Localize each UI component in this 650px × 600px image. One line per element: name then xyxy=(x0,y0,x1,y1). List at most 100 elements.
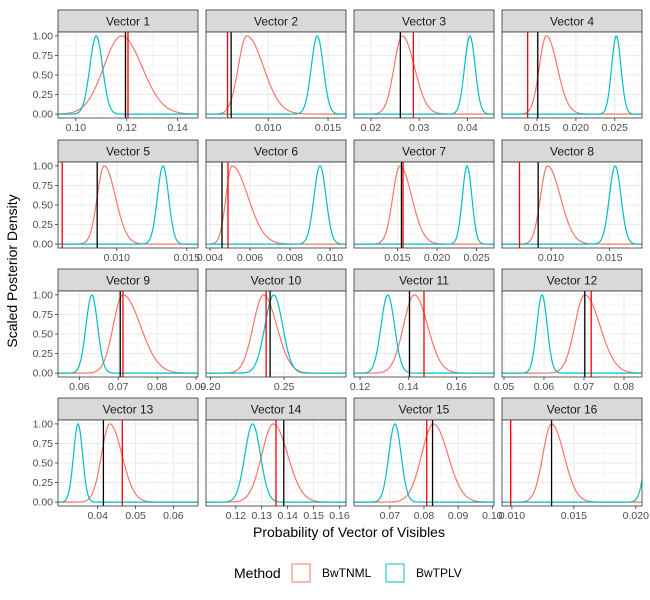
panel-border xyxy=(205,290,347,378)
density-curve-bwtnml xyxy=(502,35,642,115)
facet-strip-label: Vector 1 xyxy=(106,15,150,29)
x-tick-label: 0.12 xyxy=(117,122,138,134)
panel-vector-6: Vector 6 0.004 0.006 0.008 0.010 xyxy=(197,139,347,264)
y-tick-label: 0.75 xyxy=(33,50,54,62)
density-curve-bwtnml xyxy=(206,35,346,115)
panel-vector-13: Vector 13 0.04 0.05 0.06 0.00 0.25 0.50 0.75 1.0… xyxy=(33,397,199,522)
x-tick-label: 0.13 xyxy=(252,510,273,522)
facet-strip-label: Vector 6 xyxy=(254,145,298,159)
facet-strip-label: Vector 15 xyxy=(399,403,450,417)
x-tick-label: 0.02 xyxy=(361,122,382,134)
x-tick-label: 0.04 xyxy=(88,510,109,522)
x-tick-label: 0.015 xyxy=(174,252,200,264)
facet-strip-label: Vector 12 xyxy=(547,274,598,288)
density-curve-bwtplv xyxy=(502,35,642,115)
panel-vector-12: Vector 12 0.05 0.06 0.07 0.08 xyxy=(494,268,643,393)
panel-vector-9: Vector 9 0.06 0.07 0.08 0.09 0.00 0.25 0.50 0.75… xyxy=(33,268,206,393)
x-tick-label: 0.020 xyxy=(424,252,450,264)
y-tick-label: 0.00 xyxy=(33,368,54,380)
panel-vector-4: Vector 4 0.015 0.020 0.025 xyxy=(501,9,643,134)
facet-strip-label: Vector 4 xyxy=(550,15,594,29)
y-tick-label: 0.25 xyxy=(33,219,54,231)
x-tick-label: 0.015 xyxy=(561,510,587,522)
panel-border xyxy=(205,31,347,119)
x-tick-label: 0.07 xyxy=(108,381,129,393)
x-tick-label: 0.12 xyxy=(226,510,247,522)
x-tick-label: 0.06 xyxy=(534,381,555,393)
facet-strip-label: Vector 2 xyxy=(254,15,298,29)
y-tick-label: 0.25 xyxy=(33,348,54,360)
facet-strip-label: Vector 13 xyxy=(103,403,154,417)
panel-border xyxy=(353,31,495,119)
x-tick-label: 0.05 xyxy=(494,381,515,393)
facet-strip-label: Vector 16 xyxy=(547,403,598,417)
panel-border xyxy=(501,31,643,119)
panel-vector-7: Vector 7 0.015 0.020 0.025 xyxy=(353,139,495,264)
x-tick-label: 0.14 xyxy=(398,381,419,393)
panel-vector-16: Vector 16 0.010 0.015 0.020 xyxy=(499,397,649,522)
density-curve-bwtplv xyxy=(206,294,346,374)
x-tick-label: 0.07 xyxy=(574,381,595,393)
facet-strip-label: Vector 9 xyxy=(106,274,150,288)
panel-border xyxy=(353,290,495,378)
panel-vector-5: Vector 5 0.010 0.015 0.00 0.25 0.50 0.75 1.00 xyxy=(33,139,200,264)
x-tick-label: 0.008 xyxy=(277,252,303,264)
y-tick-label: 0.50 xyxy=(33,329,54,341)
facet-strip-label: Vector 11 xyxy=(399,274,449,288)
legend-label-bwtnml: BwTNML xyxy=(322,566,372,580)
x-tick-label: 0.010 xyxy=(317,252,343,264)
panel-vector-15: Vector 15 0.07 0.08 0.09 0.10 xyxy=(353,397,503,522)
x-axis-title: Probability of Vector of Visibles xyxy=(253,524,445,540)
x-tick-label: 0.14 xyxy=(277,510,298,522)
x-tick-label: 0.015 xyxy=(524,122,550,134)
legend: Method BwTNML BwTPLV xyxy=(234,563,462,583)
x-tick-label: 0.010 xyxy=(104,252,130,264)
x-tick-label: 0.12 xyxy=(350,381,371,393)
x-tick-label: 0.16 xyxy=(446,381,467,393)
y-tick-label: 1.00 xyxy=(33,419,54,431)
density-curve-bwtplv xyxy=(354,34,494,115)
x-tick-label: 0.15 xyxy=(303,510,324,522)
x-tick-label: 0.025 xyxy=(602,122,628,134)
panel-border xyxy=(501,290,643,378)
panel-border xyxy=(501,161,643,249)
density-curve-bwtplv xyxy=(206,35,346,115)
y-tick-label: 0.50 xyxy=(33,200,54,212)
panel-border xyxy=(205,161,347,249)
density-curve-bwtplv xyxy=(354,423,494,503)
density-curve-bwtplv xyxy=(502,293,642,374)
density-curve-bwtplv xyxy=(58,164,198,245)
density-curve-bwtnml xyxy=(206,165,346,245)
panel-vector-2: Vector 2 0.010 0.015 xyxy=(205,9,347,134)
density-curve-bwtplv xyxy=(502,165,642,245)
x-tick-label: 0.09 xyxy=(448,510,469,522)
legend-key-bwtnml xyxy=(291,563,311,583)
panel-vector-10: Vector 10 0.20 0.25 xyxy=(200,268,347,393)
x-tick-label: 0.015 xyxy=(315,122,341,134)
x-tick-label: 0.08 xyxy=(614,381,635,393)
x-tick-label: 0.006 xyxy=(237,252,263,264)
density-curve-bwtplv xyxy=(206,165,346,245)
facet-strip-label: Vector 8 xyxy=(550,145,594,159)
panel-border xyxy=(353,161,495,249)
panel-border xyxy=(205,419,347,507)
density-curve-bwtplv xyxy=(58,294,198,374)
x-tick-label: 0.14 xyxy=(167,122,188,134)
density-curve-bwtplv xyxy=(502,480,643,503)
y-tick-label: 1.00 xyxy=(33,31,54,43)
x-tick-label: 0.010 xyxy=(255,122,281,134)
x-tick-label: 0.004 xyxy=(197,252,223,264)
density-curve-bwtplv xyxy=(57,422,198,503)
x-tick-label: 0.16 xyxy=(329,510,350,522)
panel-vector-3: Vector 3 0.02 0.03 0.04 xyxy=(353,9,495,134)
legend-label-bwtplv: BwTPLV xyxy=(416,566,462,580)
x-tick-label: 0.25 xyxy=(274,381,295,393)
facet-strip-label: Vector 5 xyxy=(106,145,150,159)
panel-vector-1: Vector 1 0.10 0.12 0.14 0.00 0.25 0.50 0.75 1.00 xyxy=(33,9,199,134)
x-tick-label: 0.08 xyxy=(147,381,168,393)
y-tick-label: 0.25 xyxy=(33,477,54,489)
facet-strip-label: Vector 14 xyxy=(251,403,302,417)
facet-panels: Vector 1 0.10 0.12 0.14 0.00 0.25 0.50 0.75 1.00… xyxy=(33,9,649,522)
x-tick-label: 0.06 xyxy=(163,510,184,522)
